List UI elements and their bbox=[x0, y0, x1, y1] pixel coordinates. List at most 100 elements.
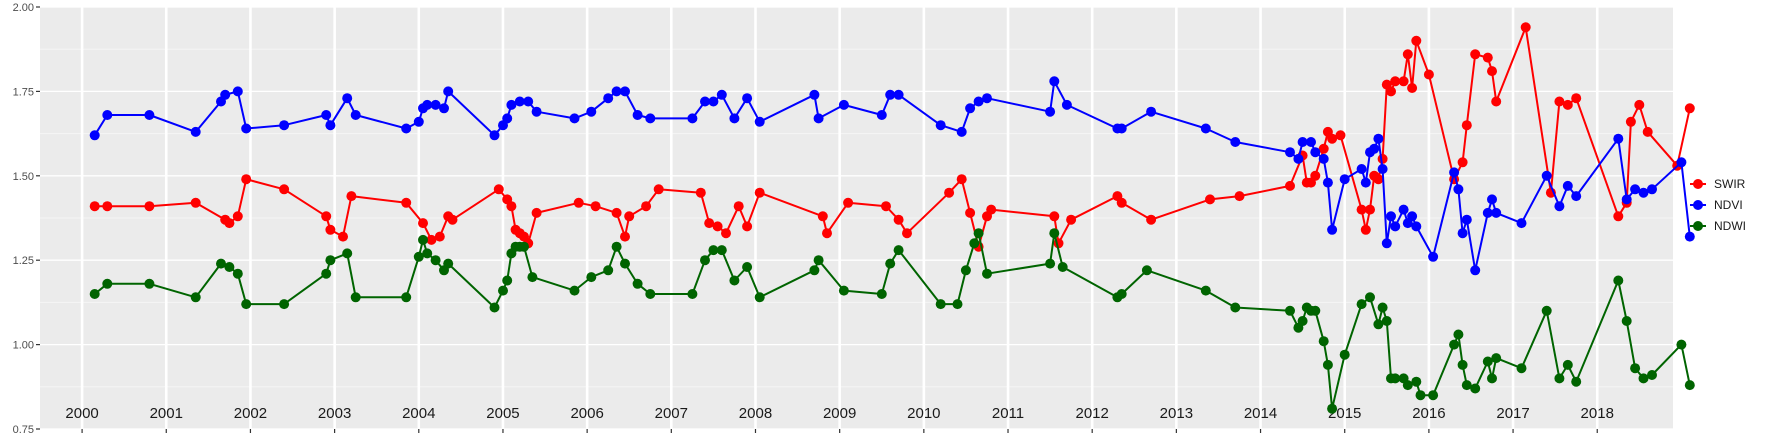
data-point-ndvi bbox=[1487, 194, 1497, 205]
data-point-swir bbox=[843, 197, 854, 208]
data-point-ndvi bbox=[523, 96, 534, 107]
data-point-ndvi bbox=[144, 110, 155, 120]
data-point-ndwi bbox=[611, 241, 622, 252]
data-point-ndwi bbox=[632, 278, 643, 289]
data-point-ndvi bbox=[1684, 231, 1695, 242]
data-point-swir bbox=[965, 207, 976, 218]
data-point-swir bbox=[944, 187, 955, 198]
data-point-ndwi bbox=[729, 275, 740, 286]
data-point-ndvi bbox=[1621, 194, 1632, 205]
data-point-ndwi bbox=[413, 251, 424, 262]
data-point-swir bbox=[902, 228, 912, 239]
data-point-swir bbox=[1520, 22, 1531, 33]
data-point-ndwi bbox=[1297, 316, 1308, 326]
year-label: 2006 bbox=[570, 405, 603, 422]
data-point-ndwi bbox=[1554, 373, 1565, 384]
data-point-ndwi bbox=[102, 278, 113, 289]
data-point-swir bbox=[279, 184, 290, 195]
data-point-ndvi bbox=[1049, 76, 1060, 87]
data-point-ndvi bbox=[1470, 265, 1481, 276]
data-point-swir bbox=[1234, 191, 1245, 202]
data-point-ndvi bbox=[1516, 218, 1527, 229]
data-point-ndwi bbox=[716, 245, 727, 256]
data-point-swir bbox=[190, 197, 201, 208]
data-point-ndwi bbox=[430, 255, 441, 266]
data-point-swir bbox=[321, 211, 332, 222]
data-point-ndwi bbox=[502, 275, 513, 286]
data-point-ndvi bbox=[1045, 106, 1056, 117]
data-point-ndwi bbox=[1453, 329, 1464, 340]
data-point-ndwi bbox=[1310, 305, 1321, 316]
data-point-swir bbox=[1335, 130, 1346, 141]
data-point-ndvi bbox=[1339, 174, 1350, 185]
data-point-ndvi bbox=[569, 113, 580, 124]
data-point-swir bbox=[144, 201, 155, 212]
data-point-swir bbox=[956, 174, 967, 185]
data-point-swir bbox=[733, 201, 744, 212]
data-point-swir bbox=[1373, 174, 1384, 185]
data-point-swir bbox=[590, 201, 601, 212]
data-point-ndwi bbox=[1045, 258, 1056, 269]
data-point-ndvi bbox=[1562, 180, 1573, 191]
data-point-ndvi bbox=[1638, 187, 1649, 198]
data-point-ndvi bbox=[1428, 251, 1439, 262]
data-point-ndwi bbox=[1638, 373, 1649, 384]
series-layer bbox=[89, 22, 1695, 414]
data-point-ndvi bbox=[965, 103, 976, 114]
data-point-swir bbox=[89, 201, 100, 212]
data-point-ndvi bbox=[1377, 164, 1388, 174]
data-point-ndvi bbox=[1449, 167, 1460, 178]
data-point-ndvi bbox=[1491, 207, 1502, 218]
data-point-ndvi bbox=[813, 113, 824, 124]
data-point-ndwi bbox=[708, 245, 719, 256]
data-point-ndwi bbox=[325, 255, 336, 266]
y-tick-label: 1.25 bbox=[13, 255, 34, 267]
data-point-swir bbox=[704, 218, 715, 229]
data-point-ndvi bbox=[506, 99, 517, 110]
data-point-ndwi bbox=[241, 299, 252, 310]
year-label: 2009 bbox=[823, 405, 856, 422]
data-point-ndvi bbox=[935, 120, 946, 131]
year-label: 2016 bbox=[1412, 405, 1445, 422]
legend-key-point bbox=[1693, 221, 1703, 231]
data-point-ndwi bbox=[1318, 336, 1329, 347]
data-point-ndwi bbox=[144, 278, 155, 289]
data-point-ndvi bbox=[1306, 137, 1316, 147]
data-point-swir bbox=[721, 228, 731, 239]
data-point-swir bbox=[1613, 211, 1624, 222]
data-point-ndvi bbox=[603, 93, 614, 104]
data-point-swir bbox=[1625, 116, 1636, 127]
data-point-ndwi bbox=[1461, 380, 1472, 391]
data-point-swir bbox=[817, 211, 828, 222]
data-point-ndwi bbox=[1339, 349, 1350, 360]
year-label: 2002 bbox=[234, 405, 267, 422]
data-point-swir bbox=[531, 207, 542, 218]
data-point-ndvi bbox=[502, 113, 513, 124]
data-point-ndvi bbox=[1061, 99, 1072, 110]
data-point-swir bbox=[241, 174, 252, 185]
data-point-ndwi bbox=[350, 292, 361, 303]
data-point-ndwi bbox=[279, 299, 290, 310]
data-point-swir bbox=[1049, 211, 1060, 222]
data-point-ndvi bbox=[1390, 221, 1401, 232]
legend-key-point bbox=[1693, 200, 1703, 210]
data-point-ndwi bbox=[519, 241, 529, 252]
data-point-ndwi bbox=[1230, 302, 1241, 313]
data-point-ndwi bbox=[489, 302, 500, 313]
data-point-ndwi bbox=[401, 292, 412, 303]
data-point-ndvi bbox=[687, 113, 698, 124]
legend-label-ndwi: NDWI bbox=[1714, 219, 1746, 233]
data-point-ndwi bbox=[1322, 359, 1333, 370]
data-point-ndwi bbox=[603, 265, 614, 276]
data-point-ndvi bbox=[1381, 238, 1392, 249]
data-point-swir bbox=[754, 187, 765, 198]
year-label: 2018 bbox=[1581, 405, 1614, 422]
data-point-ndvi bbox=[1676, 157, 1687, 168]
data-point-swir bbox=[1390, 76, 1401, 87]
data-point-swir bbox=[624, 211, 635, 222]
data-point-ndwi bbox=[1200, 285, 1211, 296]
data-point-swir bbox=[1398, 76, 1409, 87]
data-point-ndvi bbox=[586, 106, 597, 117]
data-point-ndwi bbox=[1141, 265, 1152, 276]
data-point-swir bbox=[346, 191, 357, 202]
